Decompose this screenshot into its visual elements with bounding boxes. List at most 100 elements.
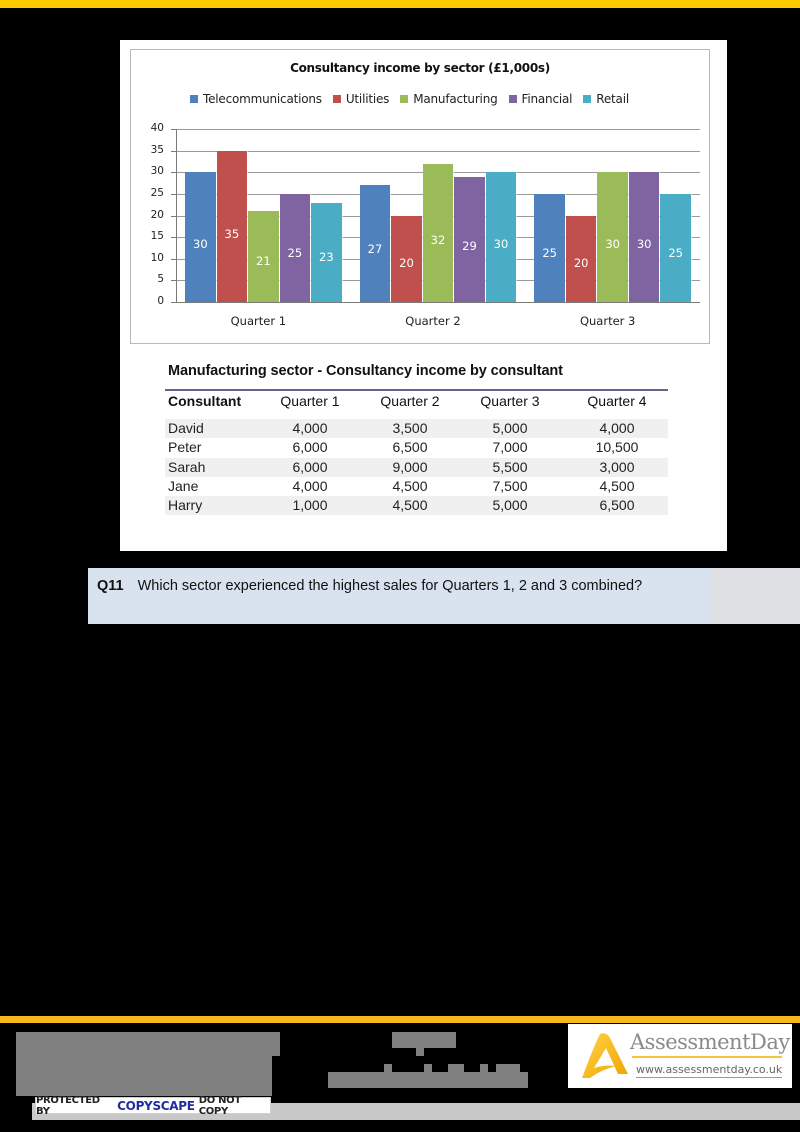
bar-manufacturing: 32: [422, 163, 454, 302]
bar-value-label: 32: [430, 232, 446, 247]
copyscape-badge[interactable]: PROTECTED BY COPYSCAPE DO NOT COPY: [35, 1094, 271, 1117]
table-header-cell: Quarter 2: [380, 393, 440, 409]
y-axis-tick-label: 25: [150, 187, 164, 199]
bar-value-label: 25: [287, 246, 303, 261]
legend-label: Utilities: [345, 92, 390, 106]
question-body: Which sector experienced the highest sal…: [137, 578, 643, 594]
legend-swatch-icon: [332, 95, 341, 103]
y-axis-tick-mark: [171, 237, 176, 238]
income-value-cell: 5,000: [492, 420, 528, 436]
chart-title: Consultancy income by sector (£1,000s): [290, 61, 550, 75]
legend-swatch-icon: [508, 95, 517, 103]
table-row: Sarah 6,000 9,000 5,500 3,000: [165, 457, 668, 477]
legend-label: Retail: [596, 92, 629, 106]
bar-retail: 25: [660, 193, 691, 302]
y-axis-tick-label: 15: [150, 230, 164, 242]
income-value-cell: 4,500: [392, 497, 428, 514]
table-header-cell: Quarter 3: [480, 393, 540, 409]
x-axis-category-label: Quarter 1: [230, 314, 287, 328]
y-axis-tick-label: 5: [157, 273, 164, 285]
bar-utilities: 20: [391, 215, 422, 302]
income-value-cell: 4,500: [599, 477, 635, 494]
redacted-block: [16, 1032, 280, 1056]
income-value-cell: 6,000: [292, 458, 328, 475]
gridline: [176, 129, 700, 130]
bar-value-label: 27: [367, 242, 383, 257]
y-axis-tick-label: 35: [150, 144, 164, 156]
redacted-block: [424, 1064, 432, 1072]
question-box: [88, 568, 800, 624]
bar-value-label: 29: [462, 238, 477, 253]
legend-label: Manufacturing: [413, 92, 498, 106]
redacted-block: [384, 1064, 392, 1072]
income-value-cell: 3,000: [599, 458, 635, 475]
income-value-cell: 4,000: [599, 420, 635, 436]
legend-swatch-icon: [190, 95, 198, 103]
bar-telecommunications: 30: [185, 172, 216, 302]
legend-label: Financial: [521, 92, 573, 106]
bar-financial: 25: [279, 193, 311, 302]
redacted-block: [416, 1048, 424, 1056]
legend-swatch-icon: [583, 95, 592, 103]
redacted-block: [480, 1064, 488, 1072]
consultant-name-cell: Peter: [168, 439, 202, 456]
y-axis-tick-label: 30: [150, 165, 164, 177]
bar-value-label: 20: [399, 256, 414, 271]
legend-item: Utilities: [332, 92, 390, 106]
bar-retail: 30: [485, 172, 517, 302]
bar-value-label: 20: [573, 256, 589, 271]
bar-value-label: 25: [542, 246, 557, 261]
bar-value-label: 35: [224, 226, 240, 241]
y-axis-tick-label: 0: [157, 295, 164, 307]
income-value-cell: 7,000: [492, 439, 528, 456]
bar-manufacturing: 30: [597, 172, 628, 302]
logo-swoosh: [632, 1056, 782, 1058]
table-header-rule: [165, 389, 668, 391]
logo-a-icon: [582, 1033, 628, 1078]
y-axis-tick-mark: [171, 280, 176, 281]
bar-financial: 29: [454, 176, 485, 302]
redacted-block: [448, 1064, 464, 1072]
bar-value-label: 21: [256, 254, 271, 269]
y-axis-tick-mark: [171, 194, 176, 195]
bar-telecommunications: 27: [359, 185, 391, 302]
y-axis-line: [176, 129, 177, 302]
table-header-cell: Quarter 1: [280, 393, 340, 409]
income-value-cell: 4,000: [292, 477, 328, 494]
income-value-cell: 7,500: [492, 477, 528, 494]
table-row: David 4,000 3,500 5,000 4,000: [165, 419, 668, 438]
y-axis-tick-label: 10: [150, 252, 164, 264]
bar-value-label: 30: [193, 236, 208, 251]
bar-value-label: 30: [636, 236, 652, 251]
table-header-cell: Consultant: [168, 393, 242, 409]
x-axis-category-label: Quarter 2: [405, 314, 461, 328]
table-title: Manufacturing sector - Consultancy incom…: [168, 363, 563, 379]
copyscape-suffix: DO NOT COPY: [198, 1094, 241, 1117]
income-value-cell: 1,000: [292, 497, 328, 514]
bar-telecommunications: 25: [534, 193, 565, 302]
y-axis-tick-mark: [171, 129, 176, 130]
question-text: Q11 Which sector experienced the highest …: [97, 577, 697, 595]
bar-value-label: 25: [668, 246, 683, 261]
legend-swatch-icon: [400, 95, 409, 103]
legend-label: Telecommunications: [203, 92, 322, 106]
income-value-cell: 6,000: [292, 439, 328, 456]
redacted-page-number: [392, 1032, 456, 1048]
income-value-cell: 5,000: [492, 497, 528, 514]
chart-legend: Telecommunications Utilities Manufacturing…: [190, 91, 629, 107]
bar-financial: 30: [628, 172, 660, 302]
income-value-cell: 6,500: [392, 439, 428, 456]
income-value-cell: 4,000: [292, 420, 328, 436]
legend-item: Retail: [583, 92, 629, 106]
legend-item: Financial: [508, 92, 573, 106]
income-value-cell: 9,000: [392, 458, 428, 475]
logo-url-link[interactable]: www.assessmentday.co.uk: [636, 1063, 783, 1078]
consultant-name-cell: Sarah: [168, 458, 206, 475]
y-axis-tick-mark: [171, 172, 176, 173]
gridline: [176, 151, 700, 152]
consultant-name-cell: Jane: [168, 477, 199, 494]
redacted-block: [496, 1064, 520, 1072]
y-axis-tick-mark: [171, 259, 176, 260]
consultant-name-cell: Harry: [168, 497, 203, 514]
bar-value-label: 30: [605, 236, 620, 251]
